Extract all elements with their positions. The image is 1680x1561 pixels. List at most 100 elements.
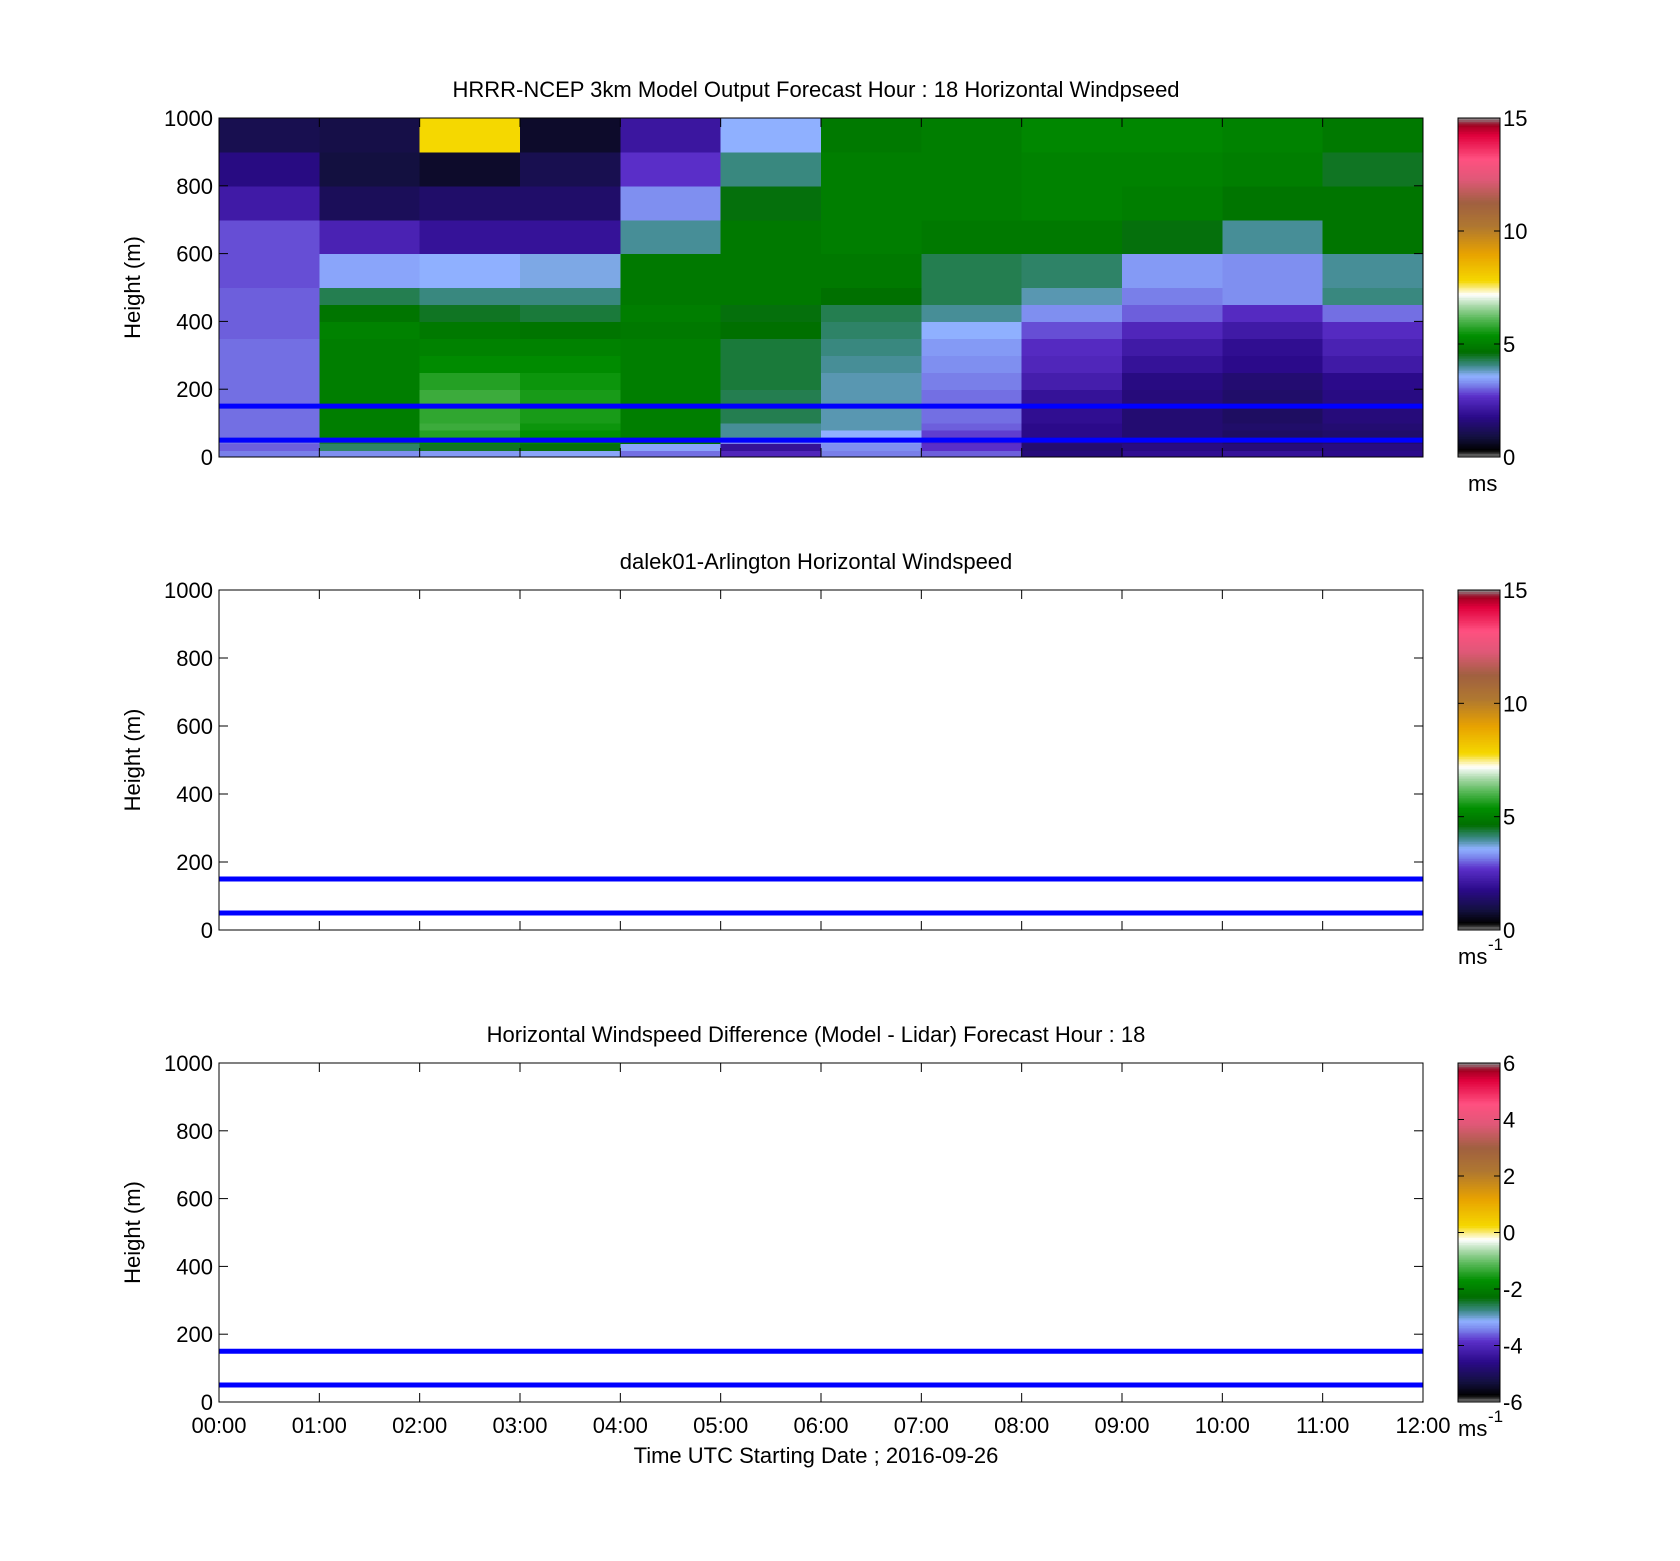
colorbar-segment <box>1458 618 1500 622</box>
colorbar-segment <box>1458 918 1500 921</box>
colorbar-segment <box>1458 134 1500 138</box>
colorbar-segment <box>1458 879 1500 882</box>
heatmap-cell <box>1222 423 1324 431</box>
colorbar-segment <box>1458 1317 1500 1320</box>
colorbar-segment <box>1458 394 1500 397</box>
colorbar-segment <box>1458 685 1500 688</box>
colorbar-segment <box>1458 1203 1500 1206</box>
colorbar-segment <box>1458 338 1500 341</box>
colorbar-segment <box>1458 724 1500 727</box>
colorbar-segment <box>1458 654 1500 657</box>
colorbar-segment <box>1458 1168 1500 1171</box>
colorbar-segment <box>1458 1232 1500 1235</box>
colorbar-segment <box>1458 284 1500 287</box>
heatmap-cell <box>921 429 1023 438</box>
colorbar-segment <box>1458 385 1500 389</box>
colorbar-segment <box>1458 1308 1500 1311</box>
colorbar-segment <box>1458 1186 1500 1189</box>
colorbar-segment <box>1458 346 1500 350</box>
colorbar-segment <box>1458 312 1500 316</box>
heatmap-cell <box>620 443 722 451</box>
colorbar-segment <box>1458 1368 1500 1371</box>
colorbar-segment <box>1458 1325 1500 1328</box>
colorbar-segment <box>1458 635 1500 639</box>
colorbar-segment <box>1458 1278 1500 1281</box>
heatmap-cell <box>520 321 621 339</box>
colorbar-segment <box>1458 323 1500 326</box>
colorbar-segment <box>1458 341 1500 344</box>
colorbar-segment <box>1458 598 1500 601</box>
colorbar-segment <box>1458 1379 1500 1383</box>
heatmap-cell <box>419 151 521 187</box>
heatmap-cell <box>821 118 922 153</box>
colorbar-segment <box>1458 897 1500 900</box>
colorbar-segment <box>1458 788 1500 792</box>
colorbar-segment <box>1458 862 1500 865</box>
colorbar-segment <box>1458 692 1500 695</box>
colorbar-segment <box>1458 1268 1500 1271</box>
colorbar-segment <box>1458 197 1500 200</box>
heatmap-cell <box>1122 287 1223 305</box>
colorbar-segment <box>1458 720 1500 724</box>
heatmap-cell <box>1021 406 1123 424</box>
colorbar-segment <box>1458 331 1500 334</box>
heatmap-cell <box>1322 429 1424 438</box>
colorbar-tick-label: 10 <box>1503 219 1527 244</box>
heatmap-cell <box>1122 219 1223 255</box>
colorbar-segment <box>1458 659 1500 662</box>
heatmap-cell <box>821 253 922 289</box>
colorbar-segment <box>1458 1329 1500 1332</box>
colorbar-segment <box>1458 671 1500 674</box>
colorbar-segment <box>1458 416 1500 419</box>
heatmap-cell <box>1322 338 1424 356</box>
heatmap-cell <box>1122 389 1223 407</box>
colorbar-segment <box>1458 1105 1500 1108</box>
colorbar-segment <box>1458 923 1500 926</box>
heatmap-cell <box>720 338 822 356</box>
colorbar-segment <box>1458 901 1500 904</box>
heatmap-cell <box>1222 450 1324 458</box>
heatmap-cell <box>821 355 922 373</box>
heatmap-cell <box>319 389 421 407</box>
colorbar-segment <box>1458 314 1500 317</box>
heatmap-cell <box>1322 450 1424 458</box>
heatmap-cell <box>520 443 621 451</box>
colorbar-segment <box>1458 218 1500 221</box>
heatmap-cell <box>419 355 521 373</box>
colorbar: 0 5 10 15 ms <box>1457 106 1527 496</box>
colorbar-segment <box>1458 612 1500 615</box>
colorbar-segment <box>1458 187 1500 190</box>
colorbar-segment <box>1458 695 1500 698</box>
heatmap-cell <box>319 443 421 451</box>
heatmap-cell <box>720 321 822 339</box>
colorbar-segment <box>1458 1374 1500 1378</box>
colorbar-segment <box>1458 292 1500 295</box>
heatmap-cell <box>1021 429 1123 438</box>
colorbar-segment <box>1458 1303 1500 1306</box>
colorbar-segment <box>1458 294 1500 297</box>
heatmap-cell <box>219 118 320 153</box>
colorbar-segment <box>1458 1086 1500 1089</box>
colorbar-segment <box>1458 709 1500 712</box>
panel-2: 0 200 400 600 800 1000 dalek01-Arlington Horiz… <box>120 549 1527 969</box>
colorbar-segment <box>1458 440 1500 443</box>
colorbar-segment <box>1458 865 1500 868</box>
colorbar-segment <box>1458 613 1500 616</box>
heatmap-cell <box>520 338 621 356</box>
colorbar-segment <box>1458 1200 1500 1203</box>
colorbar-segment <box>1458 1263 1500 1266</box>
colorbar-segment <box>1458 1071 1500 1074</box>
colorbar-segment <box>1458 401 1500 404</box>
colorbar-segment <box>1458 1127 1500 1130</box>
colorbar-segment <box>1458 817 1500 820</box>
colorbar-segment <box>1458 362 1500 365</box>
colorbar-segment <box>1458 591 1500 594</box>
colorbar-segment <box>1458 627 1500 630</box>
colorbar-segment <box>1458 184 1500 187</box>
colorbar-segment <box>1458 287 1500 290</box>
colorbar-segment <box>1458 824 1500 827</box>
colorbar-segment <box>1458 119 1500 122</box>
colorbar-segment <box>1458 370 1500 373</box>
heatmap-cell <box>821 185 922 221</box>
colorbar-segment <box>1458 434 1500 438</box>
